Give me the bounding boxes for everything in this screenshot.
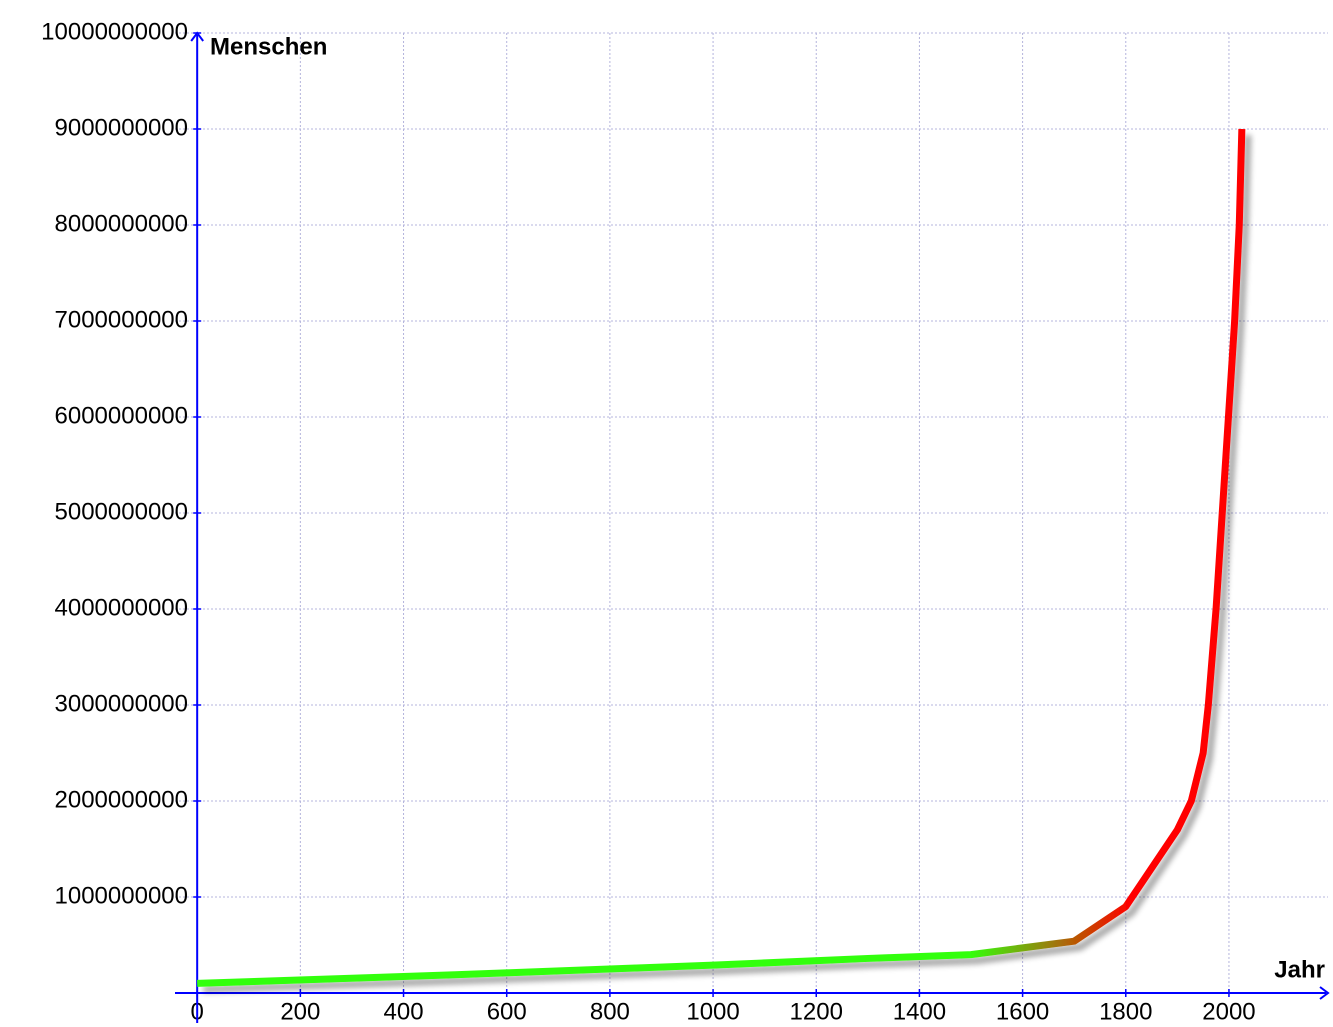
x-tick-label: 1600 bbox=[996, 998, 1049, 1025]
x-tick-label: 600 bbox=[487, 998, 527, 1025]
x-axis-label: Jahr bbox=[1274, 956, 1325, 983]
x-tick-label: 1800 bbox=[1099, 998, 1152, 1025]
y-tick-label: 4000000000 bbox=[55, 594, 188, 621]
x-tick-label: 1400 bbox=[893, 998, 946, 1025]
y-tick-label: 6000000000 bbox=[55, 402, 188, 429]
y-tick-label: 1000000000 bbox=[55, 882, 188, 909]
x-tick-label: 800 bbox=[590, 998, 630, 1025]
y-tick-label: 9000000000 bbox=[55, 114, 188, 141]
y-tick-label: 3000000000 bbox=[55, 690, 188, 717]
x-tick-label: 1000 bbox=[686, 998, 739, 1025]
line bbox=[197, 128, 1246, 987]
y-axis-label: Menschen bbox=[210, 33, 327, 60]
x-tick-label: 200 bbox=[280, 998, 320, 1025]
y-tick-label: 5000000000 bbox=[55, 498, 188, 525]
y-axis-arrow bbox=[190, 31, 204, 42]
x-tick-label: 400 bbox=[384, 998, 424, 1025]
x-tick-label: 2000 bbox=[1202, 998, 1255, 1025]
x-axis-arrow bbox=[1319, 986, 1330, 1000]
y-tick-label: 7000000000 bbox=[55, 306, 188, 333]
y-tick-label: 8000000000 bbox=[55, 210, 188, 237]
x-tick-label: 1200 bbox=[790, 998, 843, 1025]
y-tick-label: 10000000000 bbox=[41, 18, 188, 45]
y-tick-label: 2000000000 bbox=[55, 786, 188, 813]
grid bbox=[175, 32, 1328, 993]
